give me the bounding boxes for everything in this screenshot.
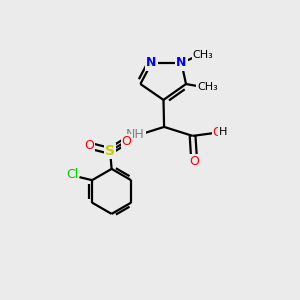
Text: N: N [176,56,187,70]
Text: O: O [84,139,94,152]
Text: S: S [105,144,115,158]
Text: CH₃: CH₃ [197,82,218,92]
Text: O: O [189,155,199,168]
Text: N: N [146,56,157,70]
Text: Cl: Cl [66,168,78,181]
Text: CH₃: CH₃ [192,50,213,61]
Text: H: H [219,127,228,137]
Text: O: O [122,135,131,148]
Text: NH: NH [126,128,145,141]
Text: O: O [213,126,222,140]
